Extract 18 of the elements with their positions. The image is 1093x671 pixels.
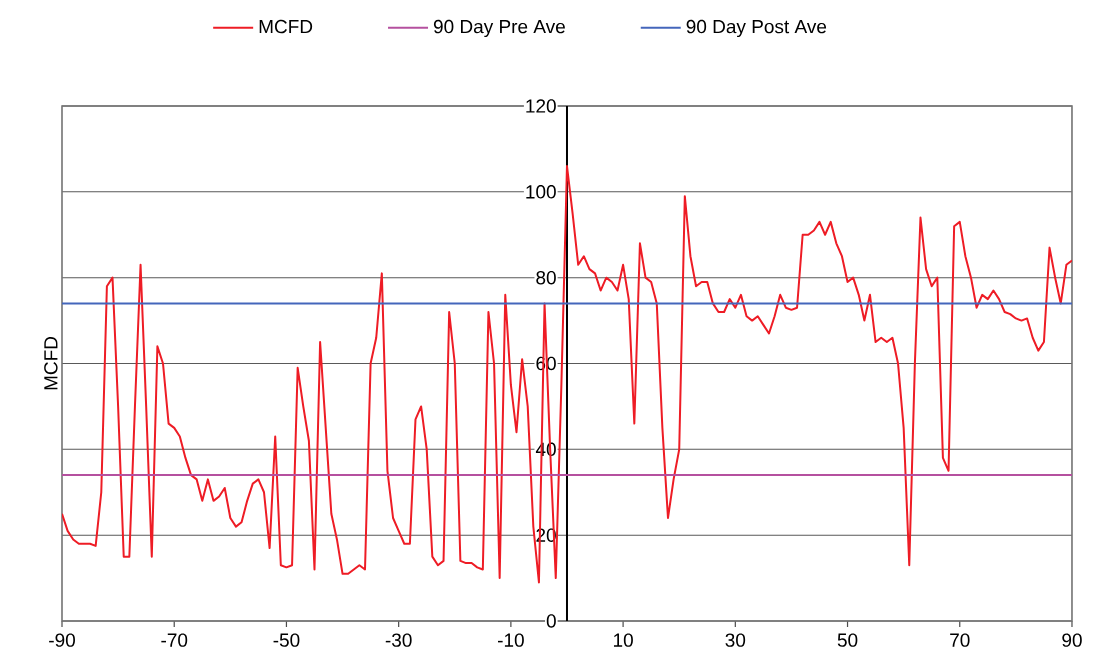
y-tick-label: 0 xyxy=(546,614,556,628)
y-tick-label: 100 xyxy=(526,185,556,199)
x-tick-label: 90 xyxy=(1062,633,1082,647)
x-tick-label: 30 xyxy=(725,633,746,647)
x-tick-label: -10 xyxy=(498,633,524,647)
x-tick-label: -30 xyxy=(385,633,412,647)
x-tick-label: -70 xyxy=(161,633,188,647)
x-tick-label: -90 xyxy=(49,633,75,647)
y-tick-label: 120 xyxy=(526,99,556,113)
x-tick-label: 50 xyxy=(837,633,858,647)
legend-label: MCFD xyxy=(259,19,313,34)
x-tick-label: 70 xyxy=(950,633,970,647)
y-tick-label: 80 xyxy=(536,270,556,285)
x-tick-label: -50 xyxy=(273,633,300,647)
legend-label: 90 Day Post Ave xyxy=(686,19,827,38)
x-tick-label: 10 xyxy=(613,633,633,647)
legend-label: 90 Day Pre Ave xyxy=(433,19,565,38)
y-axis-title: MCFD xyxy=(44,336,58,390)
